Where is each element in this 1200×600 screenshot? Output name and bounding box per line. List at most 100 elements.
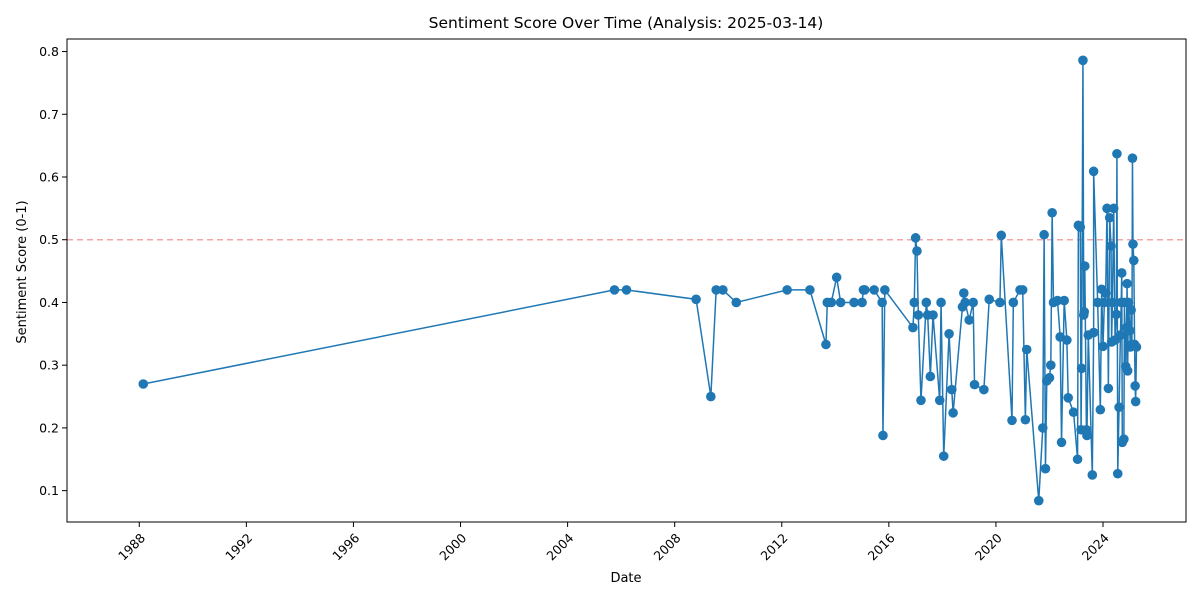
- y-tick-label: 0.6: [39, 170, 59, 185]
- data-point: [1047, 207, 1057, 218]
- data-point: [1112, 148, 1122, 159]
- data-point: [1007, 415, 1017, 426]
- x-tick-label: 1992: [222, 530, 255, 563]
- data-point: [138, 379, 149, 389]
- data-point: [928, 310, 938, 320]
- data-point: [877, 297, 887, 308]
- x-tick-label: 2012: [758, 530, 791, 563]
- data-point: [691, 294, 701, 305]
- data-point: [1116, 268, 1127, 278]
- x-tick-label: 2004: [543, 530, 576, 563]
- data-point: [1130, 396, 1141, 407]
- data-point: [1122, 366, 1133, 376]
- data-point: [996, 230, 1007, 241]
- data-point: [1052, 295, 1063, 306]
- x-tick-label: 2016: [865, 530, 898, 563]
- data-point: [908, 322, 918, 333]
- data-point: [1088, 327, 1099, 338]
- data-point: [878, 430, 888, 441]
- series-line: [143, 60, 1138, 501]
- data-point: [1112, 468, 1123, 479]
- data-point: [835, 297, 846, 308]
- data-point: [1056, 437, 1067, 448]
- plot-layer: 1988 1992 1996 2000 2004 2008 2012 2016 2020 2024…: [39, 38, 1187, 563]
- data-point: [1124, 325, 1135, 336]
- data-point: [1098, 341, 1108, 352]
- data-point: [831, 272, 842, 283]
- data-point: [1100, 288, 1111, 298]
- data-point: [1087, 470, 1098, 480]
- data-point: [910, 233, 921, 243]
- data-point: [621, 285, 632, 295]
- x-tick-label: 2008: [650, 530, 683, 563]
- data-point: [916, 395, 926, 406]
- data-point: [1126, 305, 1136, 315]
- data-point: [821, 339, 831, 350]
- data-point: [1037, 423, 1048, 433]
- data-point: [912, 246, 922, 256]
- data-point: [857, 297, 867, 308]
- data-point: [968, 297, 978, 308]
- data-point: [1107, 297, 1118, 308]
- data-point: [934, 395, 945, 406]
- x-tick-label: 2000: [436, 530, 469, 563]
- data-point: [979, 384, 989, 395]
- data-point: [1108, 203, 1119, 214]
- x-tick-label: 1996: [329, 530, 362, 563]
- y-tick-label: 0.4: [39, 295, 59, 310]
- x-tick-label: 2024: [1079, 530, 1112, 563]
- y-tick-label: 0.3: [39, 358, 59, 373]
- data-point: [1080, 261, 1090, 271]
- data-point: [859, 285, 870, 295]
- data-point: [880, 285, 890, 295]
- data-point: [1062, 335, 1072, 345]
- y-tick-label: 0.8: [39, 44, 59, 59]
- data-point: [826, 297, 837, 308]
- data-point: [909, 297, 920, 308]
- data-point: [1063, 393, 1074, 403]
- y-tick-label: 0.7: [39, 107, 59, 122]
- data-point: [1111, 309, 1122, 320]
- data-point: [1039, 229, 1049, 240]
- data-point: [782, 285, 792, 295]
- data-point: [960, 297, 970, 308]
- data-point: [913, 310, 924, 320]
- data-point: [1095, 404, 1106, 415]
- data-point: [1130, 381, 1140, 391]
- data-point: [1079, 307, 1090, 317]
- x-tick-label: 2020: [972, 530, 1005, 563]
- data-point: [1044, 372, 1055, 383]
- data-point: [1104, 212, 1115, 223]
- y-tick-label: 0.1: [39, 483, 59, 498]
- chart-title: Sentiment Score Over Time (Analysis: 202…: [429, 14, 824, 32]
- data-point: [1017, 285, 1028, 295]
- data-point: [936, 297, 946, 308]
- data-point: [706, 391, 716, 402]
- data-point: [1127, 153, 1138, 163]
- data-point: [1088, 166, 1099, 177]
- data-point: [1123, 297, 1134, 308]
- data-point: [944, 329, 954, 339]
- data-point: [1102, 203, 1112, 214]
- data-point: [1046, 360, 1056, 370]
- data-point: [984, 294, 995, 305]
- data-point: [609, 285, 620, 295]
- data-point: [1122, 278, 1132, 289]
- x-tick-label: 1988: [115, 530, 148, 563]
- data-point: [946, 384, 957, 395]
- data-point: [1106, 241, 1116, 251]
- data-point: [1040, 463, 1051, 474]
- data-point: [1059, 295, 1069, 306]
- data-point: [938, 451, 949, 461]
- data-point: [849, 297, 859, 308]
- data-point: [1082, 430, 1092, 441]
- data-point: [1131, 342, 1142, 352]
- data-point: [1078, 55, 1088, 66]
- data-point: [1033, 495, 1044, 506]
- data-point: [1115, 330, 1126, 340]
- data-point: [925, 371, 936, 382]
- data-point: [1103, 383, 1114, 394]
- plot-frame: [66, 38, 1187, 523]
- data-point: [1128, 239, 1138, 249]
